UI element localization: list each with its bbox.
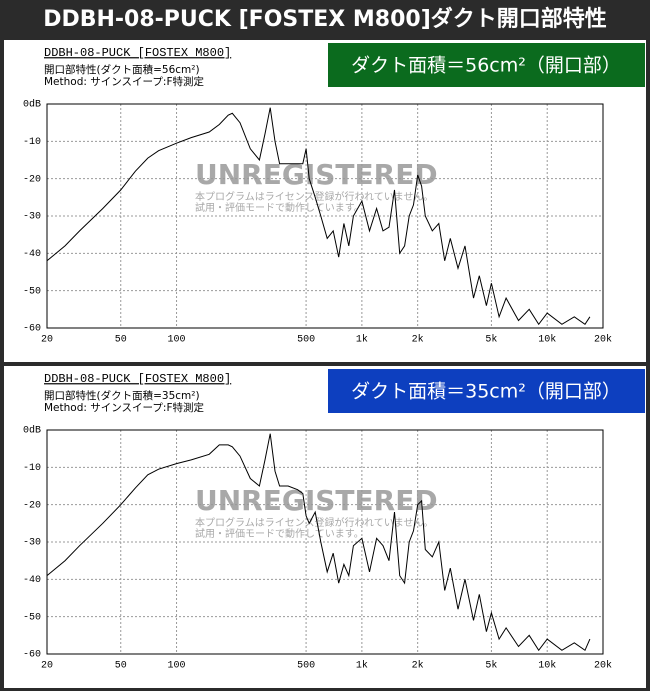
y-tick-label: -30 [23,212,41,223]
y-tick-label: -50 [23,612,41,623]
x-tick-label: 100 [168,335,186,346]
x-tick-label: 10k [538,660,556,672]
response-line [46,433,591,652]
y-tick-label: -20 [23,174,41,185]
y-tick-label: 0dB [23,425,41,437]
x-tick-label: 500 [297,335,315,346]
chart-title: DDBH-08-PUCK [FOSTEX M800] [44,46,231,60]
y-tick-label: -60 [23,324,41,335]
x-tick-label: 2k [412,660,424,672]
x-tick-label: 5k [485,660,497,672]
panel [4,366,646,688]
annotation: ダクト面積＝35cm²（開口部） [351,381,621,403]
method: Method: サインスイープ:F特測定 [44,75,204,88]
y-tick-label: -60 [23,650,41,661]
y-tick-label: -10 [23,137,41,148]
watermark: UNREGISTERED [195,158,438,191]
watermark: 本プログラムはライセンス登録が行われていません。 [195,190,433,203]
annotation-box [328,43,645,87]
chart-subtitle: 開口部特性(ダクト面積=35cm²) [44,389,200,402]
x-tick-label: 2k [412,334,424,346]
y-tick-label: -50 [23,286,41,297]
page-title: DDBH-08-PUCK [FOSTEX M800]ダクト開口部特性 [43,6,607,32]
y-tick-label: -10 [23,463,41,474]
x-tick-label: 20 [41,661,53,672]
watermark: UNREGISTERED [195,484,438,517]
x-tick-label: 1k [356,660,368,672]
method: Method: サインスイープ:F特測定 [44,401,204,414]
panel [4,40,646,362]
x-tick-label: 5k [485,334,497,346]
x-tick-label: 20k [594,334,612,346]
y-tick-label: -20 [23,500,41,511]
annotation: ダクト面積＝56cm²（開口部） [351,55,621,77]
response-line [46,107,591,326]
y-tick-label: -30 [23,538,41,549]
x-tick-label: 50 [115,335,127,346]
annotation-box [328,369,645,413]
x-tick-label: 50 [115,661,127,672]
y-tick-label: 0dB [23,99,41,111]
y-tick-label: -40 [23,575,41,586]
y-tick-label: -40 [23,249,41,260]
watermark: 試用・評価モードで動作しています。 [195,201,364,214]
x-tick-label: 20k [594,660,612,672]
x-tick-label: 100 [168,661,186,672]
watermark: 試用・評価モードで動作しています。 [195,527,364,540]
chart-subtitle: 開口部特性(ダクト面積=56cm²) [44,63,200,76]
x-tick-label: 1k [356,334,368,346]
plot-border [46,429,604,655]
x-tick-label: 10k [538,334,556,346]
watermark: 本プログラムはライセンス登録が行われていません。 [195,516,433,529]
chart-title: DDBH-08-PUCK [FOSTEX M800] [44,372,231,386]
plot-border [46,103,604,329]
x-tick-label: 20 [41,335,53,346]
x-tick-label: 500 [297,661,315,672]
